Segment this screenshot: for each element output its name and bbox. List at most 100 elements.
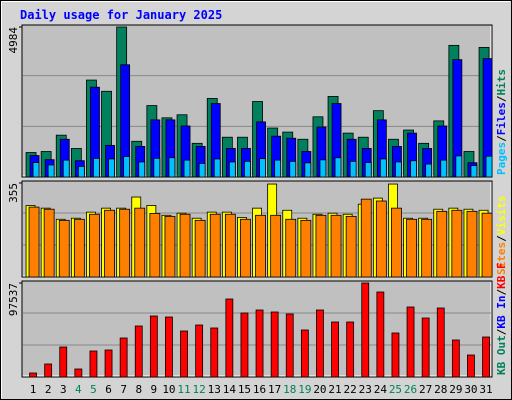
x-tick-label: 30: [464, 383, 477, 396]
bar: [285, 313, 294, 378]
bar: [425, 163, 433, 178]
bar: [360, 198, 372, 278]
bar: [47, 164, 55, 178]
bar: [119, 337, 128, 378]
bar: [319, 159, 327, 178]
bar: [44, 363, 53, 378]
bar: [93, 157, 100, 178]
x-tick-label: 2: [45, 383, 52, 396]
bar: [119, 208, 131, 278]
bar: [391, 207, 402, 278]
bar: [255, 309, 264, 378]
bar: [213, 158, 221, 178]
legend-entry: Hits: [495, 69, 508, 96]
bar: [482, 336, 490, 378]
bar: [134, 325, 143, 378]
x-tick-label: 8: [135, 383, 142, 396]
x-tick-label: 3: [60, 383, 67, 396]
bar: [240, 312, 249, 378]
bar: [164, 215, 176, 278]
legend: KB Out/KB In/KB F: [495, 262, 508, 375]
bar: [349, 160, 357, 178]
bar: [289, 160, 297, 178]
legend: Pages/Files/Hits: [495, 69, 508, 175]
bar: [210, 327, 219, 378]
bar: [183, 159, 191, 178]
bar: [89, 350, 98, 378]
legend-entry: Files: [495, 102, 508, 135]
x-tick-label: 17: [268, 383, 281, 396]
x-tick-label: 28: [434, 383, 447, 396]
bar: [180, 330, 188, 378]
legend-separator: /: [495, 135, 508, 142]
bar: [74, 368, 83, 378]
bar: [470, 165, 478, 178]
x-tick-label: 24: [374, 383, 388, 396]
x-tick-label: 6: [105, 383, 112, 396]
x-tick-label: 18: [283, 383, 296, 396]
bar: [28, 206, 40, 278]
x-tick-label: 20: [313, 383, 326, 396]
x-tick-label: 19: [298, 383, 311, 396]
bar: [89, 213, 100, 278]
bar: [406, 306, 415, 378]
bar: [345, 215, 357, 278]
bar: [32, 162, 40, 178]
bar: [406, 218, 417, 278]
bar: [379, 158, 387, 178]
bar: [274, 159, 282, 178]
bar: [59, 346, 68, 378]
legend-entry: Pages: [495, 142, 508, 175]
bar: [485, 155, 493, 178]
bar: [168, 157, 176, 178]
x-tick-label: 1: [30, 383, 37, 396]
bar: [466, 210, 478, 278]
bar: [315, 214, 327, 278]
x-tick-label: 26: [404, 383, 417, 396]
bar: [455, 155, 463, 178]
bar: [104, 209, 115, 278]
x-tick-label: 12: [193, 383, 206, 396]
x-tick-label: 9: [151, 383, 158, 396]
bar: [149, 315, 158, 378]
bar: [153, 157, 161, 178]
bar: [364, 162, 372, 178]
legend-entry: Visits: [495, 196, 508, 236]
bar: [134, 207, 146, 278]
bar: [300, 219, 312, 278]
bar: [198, 163, 206, 178]
x-tick-label: 13: [208, 383, 221, 396]
chart-title: Daily usage for January 2025: [20, 8, 222, 22]
bar: [304, 162, 312, 178]
bar: [149, 213, 161, 278]
legend-separator: /: [495, 95, 508, 102]
bar: [77, 166, 85, 178]
x-tick-label: 14: [223, 383, 237, 396]
bar: [228, 161, 236, 178]
bar: [259, 158, 266, 178]
bar: [421, 218, 433, 278]
bar: [73, 218, 85, 278]
bar: [194, 219, 206, 278]
bar: [255, 214, 266, 278]
bar: [224, 213, 236, 278]
bar: [104, 349, 113, 378]
x-tick-label: 16: [253, 383, 266, 396]
bar: [346, 321, 355, 378]
y-tick-label: 355: [7, 183, 20, 203]
bar: [395, 161, 402, 178]
bar: [361, 282, 370, 378]
x-tick-label: 7: [120, 383, 127, 396]
x-tick-label: 29: [449, 383, 462, 396]
y-tick-label: 97537: [7, 283, 20, 316]
bar: [300, 329, 309, 378]
legend: Sites/Visits: [495, 196, 508, 276]
bar: [225, 298, 234, 378]
bar: [440, 159, 448, 178]
x-tick-label: 21: [328, 383, 341, 396]
bar: [436, 307, 445, 378]
bar: [240, 218, 251, 278]
legend-entry: KB F: [495, 262, 508, 289]
legend-entry: Sites: [495, 242, 508, 275]
